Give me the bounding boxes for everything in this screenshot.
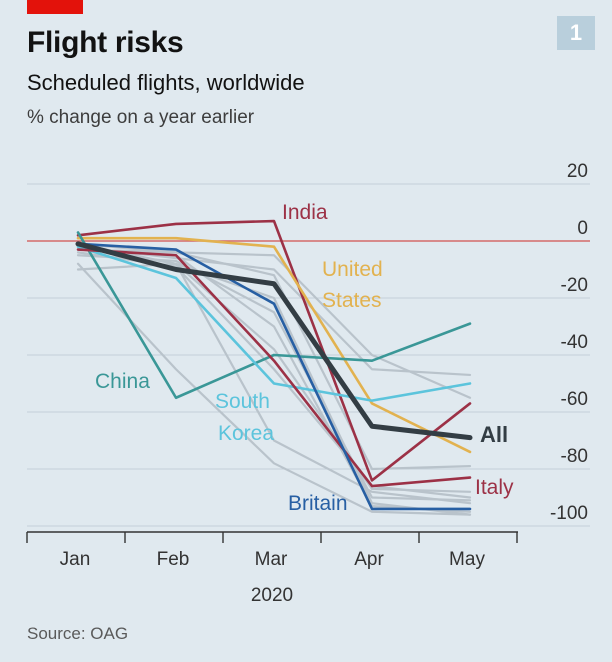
series-label-united-states: States [322,289,382,312]
y-tick-label: -80 [561,446,588,467]
chart-subtitle: Scheduled flights, worldwide [27,70,305,95]
series-layer [75,219,473,511]
y-tick-label: -40 [561,332,588,353]
series-label-italy: Italy [475,476,514,499]
series-line-south-korea [76,245,472,402]
series-line-italy [76,248,472,488]
y-tick-label: 0 [577,218,588,239]
series-label-britain: Britain [288,492,348,515]
x-tick-label: Feb [157,549,190,570]
series-line-britain [76,242,472,511]
y-tick-label: -100 [550,503,588,524]
other-series-line [76,262,472,505]
series-label-all: All [480,422,508,447]
series-line-india [76,219,472,482]
other-series-line [76,242,472,471]
series-line-all [75,241,473,441]
series-label-china: China [95,370,150,393]
series-label-south-korea: Korea [218,422,274,445]
source-note: Source: OAG [27,624,129,643]
x-tick-label: Apr [354,549,384,570]
series-label-india: India [282,201,328,224]
series-line-china [76,231,472,400]
y-tick-label: -60 [561,389,588,410]
x-tick-label: Jan [60,549,91,570]
grid-layer [27,183,590,527]
label-layer: India United States China South Korea Italy Bri… [95,201,514,515]
y-tick-label: 20 [567,161,588,182]
economist-tag [27,0,83,14]
x-tick-label: Mar [255,549,288,570]
chart-number-badge: 1 [557,16,595,50]
x-group-label: 2020 [251,585,293,606]
chart-unit: % change on a year earlier [27,107,255,128]
y-tick-label: -20 [561,275,588,296]
series-line-united-states [76,236,472,454]
series-label-united-states: United [322,258,383,281]
other-series-line [76,248,472,399]
x-tick-label: May [449,549,485,570]
series-label-south-korea: South [215,390,270,413]
axis-layer: 20 0 -20 -40 -60 -80 -100 Jan Feb Mar Apr May 2020 [26,161,588,606]
chart-title: Flight risks [27,26,184,59]
other-series-line [76,262,472,516]
